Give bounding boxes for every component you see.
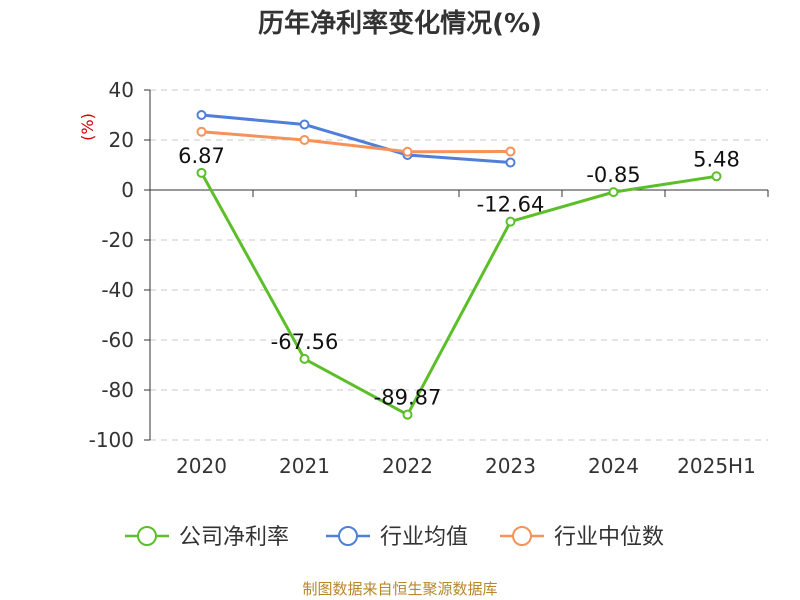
- series-line: [200, 172, 717, 417]
- x-tick-label: 2024: [588, 454, 639, 478]
- y-tick-label: -40: [101, 278, 134, 302]
- legend-marker[interactable]: [512, 526, 532, 546]
- data-point: [402, 409, 413, 420]
- data-point: [196, 167, 207, 178]
- legend-label[interactable]: 行业均值: [380, 525, 468, 550]
- data-point: [299, 135, 310, 145]
- y-tick-label: 20: [109, 128, 134, 152]
- series-line: [201, 113, 511, 164]
- data-point: [196, 126, 207, 137]
- data-label: -67.56: [271, 330, 339, 354]
- x-tick-label: 2022: [382, 454, 433, 478]
- data-label: -0.85: [586, 163, 640, 187]
- data-point: [505, 146, 516, 157]
- legend-label[interactable]: 行业中位数: [554, 525, 664, 550]
- chart-title: 历年净利率变化情况(%): [258, 8, 542, 39]
- y-tick-label: -60: [101, 328, 134, 352]
- data-point: [196, 110, 207, 120]
- grid-lines: [150, 89, 768, 441]
- data-labels: 6.87 -67.56 -89.87 -12.64 -0.85 5.48: [178, 144, 740, 410]
- x-tick-label: 2020: [176, 454, 227, 478]
- legend-label[interactable]: 公司净利率: [179, 525, 289, 550]
- legend[interactable]: 公司净利率 行业均值 行业中位数: [125, 525, 664, 550]
- data-point: [402, 146, 413, 157]
- y-tick-label: 40: [109, 78, 134, 102]
- data-point: [608, 187, 619, 198]
- legend-marker[interactable]: [338, 526, 358, 546]
- y-tick-label: -100: [89, 428, 134, 452]
- series-group: [196, 110, 722, 420]
- data-point: [299, 353, 310, 364]
- y-tick-label: 0: [121, 178, 134, 202]
- data-point: [299, 119, 310, 130]
- x-tick-label: 2023: [485, 454, 536, 478]
- y-tick-label: -20: [101, 228, 134, 252]
- x-tick-label: 2025H1: [677, 454, 756, 478]
- y-axis-unit-label: (%): [78, 113, 97, 141]
- data-point: [711, 171, 722, 182]
- data-point: [505, 216, 516, 227]
- data-label: -89.87: [374, 386, 442, 410]
- axes: 40 20 0 -20 -40 -60 -80 -100 2020 2021 2022 2023 202…: [89, 78, 769, 478]
- data-label: -12.64: [477, 193, 545, 217]
- legend-marker[interactable]: [137, 526, 157, 546]
- y-tick-label: -80: [101, 378, 134, 402]
- data-label: 6.87: [178, 144, 225, 168]
- data-label: 5.48: [693, 147, 740, 171]
- data-point: [505, 157, 516, 168]
- x-tick-label: 2021: [279, 454, 330, 478]
- series-line: [201, 130, 511, 154]
- data-source-note: 制图数据来自恒生聚源数据库: [302, 580, 497, 598]
